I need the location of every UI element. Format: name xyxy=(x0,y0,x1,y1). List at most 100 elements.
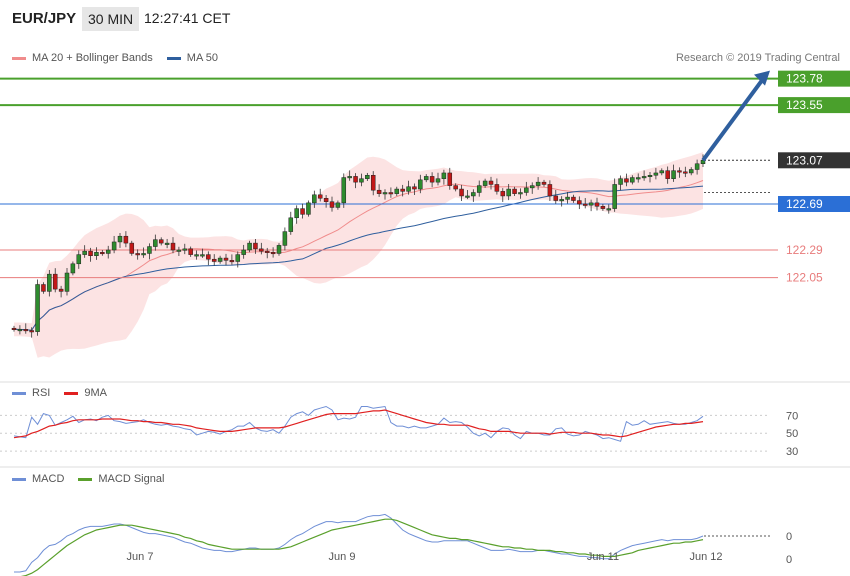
legend-label: MACD Signal xyxy=(98,473,165,485)
candle-body xyxy=(588,202,594,206)
candle-body xyxy=(429,176,435,183)
candle-body xyxy=(600,206,606,209)
candle-body xyxy=(194,254,199,257)
candle-body xyxy=(253,242,258,250)
level-tag xyxy=(778,242,850,258)
legend-item-macd-signal: MACD Signal xyxy=(78,473,164,485)
level-tag xyxy=(778,196,850,212)
rsi-tick-label: 70 xyxy=(786,410,798,422)
candle-body xyxy=(211,258,217,262)
candle-body xyxy=(524,187,529,193)
candle-body xyxy=(347,176,352,179)
candle-body xyxy=(241,249,246,255)
candle-body xyxy=(659,170,665,174)
candle-body xyxy=(153,239,158,247)
candle-body xyxy=(535,181,541,186)
level-value: 122.05 xyxy=(786,271,823,285)
candle-body xyxy=(471,192,476,197)
legend-item-ma20-bollinger: MA 20 + Bollinger Bands xyxy=(12,52,153,64)
candle-body xyxy=(11,327,17,330)
candle-body xyxy=(476,185,482,193)
candle-body xyxy=(506,188,511,197)
candle-body xyxy=(29,330,34,333)
candle-body xyxy=(482,180,488,186)
level-value: 122.69 xyxy=(786,197,823,211)
candle-body xyxy=(270,252,276,255)
ma50-line xyxy=(14,185,704,331)
candle-body xyxy=(176,249,182,252)
candle-body xyxy=(70,263,76,274)
candle-body xyxy=(41,284,46,292)
level-tag xyxy=(778,269,850,286)
candle-body xyxy=(170,242,176,251)
candle-body xyxy=(618,178,623,185)
candle-body xyxy=(529,185,535,189)
candle-body xyxy=(594,202,600,207)
legend-label: RSI xyxy=(32,387,51,399)
candle-body xyxy=(259,248,264,252)
candle-body xyxy=(565,196,570,200)
legend-item-9ma: 9MA xyxy=(64,387,107,399)
candle-body xyxy=(147,246,152,254)
level-value: 123.55 xyxy=(786,98,823,112)
candle-body xyxy=(323,198,329,202)
candle-body xyxy=(129,242,135,254)
candle-body xyxy=(35,284,40,332)
level-tag xyxy=(778,97,850,114)
candle-body xyxy=(400,188,405,192)
main-legend: MA 20 + Bollinger Bands MA 50 xyxy=(12,52,232,64)
candle-body xyxy=(312,194,317,204)
macd-signal-line xyxy=(20,518,704,576)
candle-body xyxy=(294,208,299,219)
legend-label: 9MA xyxy=(84,387,107,399)
candle-body xyxy=(459,188,464,197)
instrument-title: EUR/JPY xyxy=(12,10,77,27)
candle-body xyxy=(453,185,458,190)
candle-body xyxy=(329,201,335,208)
candle-body xyxy=(641,176,647,179)
candle-body xyxy=(541,181,547,185)
candle-body xyxy=(653,172,659,176)
candle-body xyxy=(441,172,447,179)
candle-body xyxy=(577,200,582,205)
candle-body xyxy=(17,329,23,332)
candle-body xyxy=(111,241,117,251)
legend-swatch xyxy=(78,477,93,481)
candle-body xyxy=(47,273,52,292)
ma20-line xyxy=(14,180,704,331)
candle-body xyxy=(518,192,523,195)
candle-body xyxy=(164,242,170,245)
projection-arrow xyxy=(701,76,766,162)
candle-body xyxy=(547,184,553,197)
timeframe-selector[interactable]: 30 MIN xyxy=(82,7,140,31)
macd-tick-label: 0 xyxy=(786,554,792,566)
candle-body xyxy=(335,202,341,208)
candle-body xyxy=(406,186,411,192)
candle-body xyxy=(665,170,670,179)
candle-body xyxy=(365,175,370,179)
candle-body xyxy=(553,195,559,201)
legend-swatch xyxy=(12,477,26,481)
rsi-line xyxy=(13,405,704,442)
candle-body xyxy=(630,177,635,183)
candle-body xyxy=(435,178,441,183)
candle-body xyxy=(671,170,676,179)
candle-body xyxy=(317,194,323,199)
candle-body xyxy=(341,177,347,204)
candle-body xyxy=(276,245,282,254)
legend-item-macd: MACD xyxy=(12,473,64,485)
projection-arrowhead xyxy=(754,70,770,86)
candle-body xyxy=(217,257,223,262)
candle-body xyxy=(282,231,288,246)
candle-body xyxy=(52,273,58,290)
candle-body xyxy=(229,260,235,263)
candle-body xyxy=(494,184,500,192)
x-tick-label: Jun 7 xyxy=(127,551,154,563)
candle-body xyxy=(418,179,423,190)
legend-item-ma50: MA 50 xyxy=(166,52,218,64)
candle-body xyxy=(223,257,229,261)
bollinger-band xyxy=(14,152,703,358)
candle-body xyxy=(76,254,82,265)
candle-body xyxy=(612,184,617,209)
